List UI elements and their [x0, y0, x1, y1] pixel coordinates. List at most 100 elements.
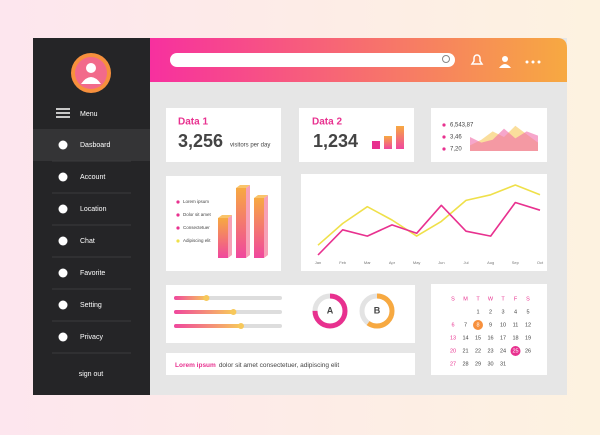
day[interactable]: 12: [525, 322, 531, 328]
bell-icon[interactable]: [470, 54, 484, 65]
bar-3d-side: [228, 215, 232, 258]
legend-dot: [176, 213, 180, 217]
card-caption: visitors per day: [230, 143, 270, 149]
day[interactable]: 25: [512, 348, 518, 354]
footer-text: dolor sit amet consectetuer, adipiscing …: [219, 362, 340, 369]
nav-item[interactable]: Dasboard: [80, 142, 110, 149]
day[interactable]: 11: [513, 322, 519, 328]
day[interactable]: 29: [475, 361, 481, 367]
x-tick-label: Jul: [463, 260, 468, 265]
day[interactable]: 19: [525, 335, 531, 341]
mini-bar: [384, 136, 392, 149]
bar-3d-top: [236, 185, 250, 188]
x-tick-label: Apr: [389, 260, 396, 265]
card-value: 3,256: [178, 131, 223, 151]
day[interactable]: 27: [450, 361, 456, 367]
legend-label: Consectetuer: [183, 225, 210, 230]
x-tick-label: Oct: [537, 260, 544, 265]
weekday: S: [526, 296, 530, 302]
nav-item[interactable]: Location: [80, 206, 107, 213]
slider-fill: [174, 324, 241, 328]
sign-out[interactable]: sign out: [79, 371, 104, 378]
card: [299, 108, 414, 162]
day[interactable]: 9: [489, 322, 492, 328]
day[interactable]: 30: [487, 361, 493, 367]
avatar-head: [86, 63, 96, 73]
day[interactable]: 20: [450, 348, 456, 354]
bar-3d-side: [246, 185, 250, 258]
mini-bar: [396, 126, 404, 149]
x-tick-label: Mar: [364, 260, 372, 265]
day[interactable]: 23: [487, 348, 493, 354]
day[interactable]: 28: [462, 361, 468, 367]
weekday: T: [501, 296, 505, 302]
day[interactable]: 6: [451, 322, 454, 328]
donut-arc: [312, 293, 348, 329]
weekday: S: [451, 296, 455, 302]
nav-item[interactable]: Chat: [80, 238, 95, 245]
nav-item[interactable]: Account: [80, 174, 105, 181]
bar-3d-top: [254, 195, 268, 198]
day-highlight: [510, 346, 521, 356]
mini-label: 6,543,87: [450, 123, 474, 129]
x-tick-label: Feb: [339, 260, 347, 265]
nav-item[interactable]: Setting: [80, 302, 102, 309]
search-icon[interactable]: [442, 55, 450, 63]
day[interactable]: 13: [450, 335, 456, 341]
slider-knob[interactable]: [203, 295, 210, 301]
day[interactable]: 14: [462, 335, 468, 341]
card: [431, 284, 547, 375]
day[interactable]: 26: [525, 348, 531, 354]
nav-icon: [58, 140, 68, 150]
weekday: M: [463, 296, 468, 302]
day[interactable]: 2: [489, 309, 492, 315]
legend-label: Dolor sit amet: [183, 212, 212, 217]
legend-dot: [176, 200, 180, 204]
card-title: Data 2: [312, 117, 342, 128]
x-tick-label: Jun: [438, 260, 444, 265]
day[interactable]: 31: [500, 361, 506, 367]
legend-dot: [442, 135, 446, 139]
avatar-body: [81, 77, 101, 84]
day[interactable]: 21: [462, 348, 468, 354]
line-series: [317, 201, 541, 256]
legend-dot: [176, 239, 180, 243]
menu-icon[interactable]: [56, 108, 70, 118]
day[interactable]: 7: [464, 322, 467, 328]
nav-icon: [58, 236, 68, 246]
weekday: T: [476, 296, 480, 302]
day[interactable]: 3: [501, 309, 504, 315]
day[interactable]: 4: [514, 309, 517, 315]
legend-label: Lorem ipsum: [183, 199, 209, 204]
footer-highlight: Lorem ipsum: [175, 362, 216, 369]
donut-label: A: [327, 305, 334, 315]
slider-knob[interactable]: [237, 323, 244, 329]
day[interactable]: 5: [526, 309, 529, 315]
day[interactable]: 17: [500, 335, 506, 341]
day[interactable]: 22: [475, 348, 481, 354]
day[interactable]: 8: [476, 322, 479, 328]
day[interactable]: 10: [500, 322, 506, 328]
donut-label: B: [374, 305, 381, 315]
mini-area: [470, 128, 538, 151]
slider-fill: [174, 310, 234, 314]
slider-knob[interactable]: [230, 309, 237, 315]
line-series: [317, 184, 541, 246]
nav-item[interactable]: Privacy: [80, 334, 103, 341]
bar-3d: [236, 188, 246, 258]
day[interactable]: 18: [512, 335, 518, 341]
legend-dot: [176, 226, 180, 230]
day[interactable]: 16: [487, 335, 493, 341]
more-icon[interactable]: [525, 60, 541, 64]
user-icon-body[interactable]: [499, 64, 511, 68]
card-title: Data 1: [178, 117, 208, 128]
day[interactable]: 24: [500, 348, 506, 354]
bar-3d: [254, 198, 264, 258]
search-bar[interactable]: [170, 53, 455, 67]
day[interactable]: 15: [475, 335, 481, 341]
nav-icon: [58, 300, 68, 310]
day[interactable]: 1: [476, 309, 479, 315]
nav-item[interactable]: Favorite: [80, 270, 105, 277]
user-icon[interactable]: [502, 56, 508, 62]
